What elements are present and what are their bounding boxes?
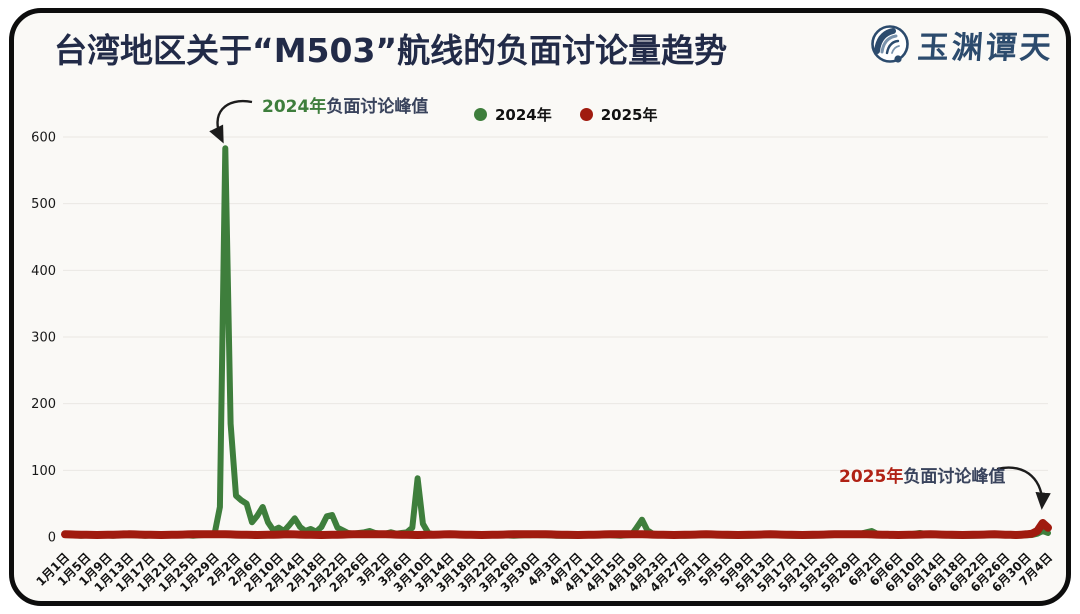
legend-dot-2025-icon	[579, 108, 593, 121]
series-line-2025年	[61, 519, 1052, 539]
logo: 玉渊谭天	[869, 22, 1056, 67]
arrow-to-2024-peak-icon	[209, 99, 253, 144]
logo-text: 玉渊谭天	[916, 30, 1056, 66]
y-tick-label: 200	[31, 397, 56, 412]
y-axis-labels: 0 100 200 300 400 500 600	[31, 131, 56, 546]
card-frame	[9, 8, 1071, 606]
y-tick-label: 400	[31, 264, 56, 279]
chart-legend: 2024年 2025年	[474, 104, 658, 125]
y-tick-label: 300	[31, 331, 56, 346]
legend-dot-2024-icon	[474, 108, 487, 121]
legend-label-2025: 2025年	[600, 106, 658, 124]
annotation-2024-text: 负面讨论峰值	[326, 97, 429, 117]
annotation-2024-peak: 2024年负面讨论峰值	[262, 92, 428, 117]
annotation-2024-year: 2024年	[262, 97, 327, 117]
y-tick-label: 0	[48, 531, 56, 546]
y-tick-label: 500	[31, 197, 56, 212]
annotation-2025-year: 2025年	[839, 467, 904, 487]
legend-item-2025: 2025年	[579, 104, 658, 125]
x-axis-labels: 1月1日1月5日1月9日1月13日1月17日1月21日1月25日1月29日2月2…	[33, 550, 1055, 595]
y-tick-label: 600	[31, 131, 56, 146]
y-tick-label: 100	[31, 464, 56, 479]
page-title: 台湾地区关于“M503”航线的负面讨论量趋势	[54, 31, 728, 70]
arrow-to-2025-peak-icon	[996, 466, 1051, 510]
legend-label-2024: 2024年	[495, 106, 552, 124]
gridlines	[63, 136, 1048, 471]
legend-item-2024: 2024年	[474, 104, 552, 125]
annotation-2025-peak: 2025年负面讨论峰值	[839, 462, 1005, 487]
data-series	[61, 145, 1052, 539]
logo-brand-icon	[871, 24, 909, 63]
annotation-2025-text: 负面讨论峰值	[903, 467, 1006, 487]
